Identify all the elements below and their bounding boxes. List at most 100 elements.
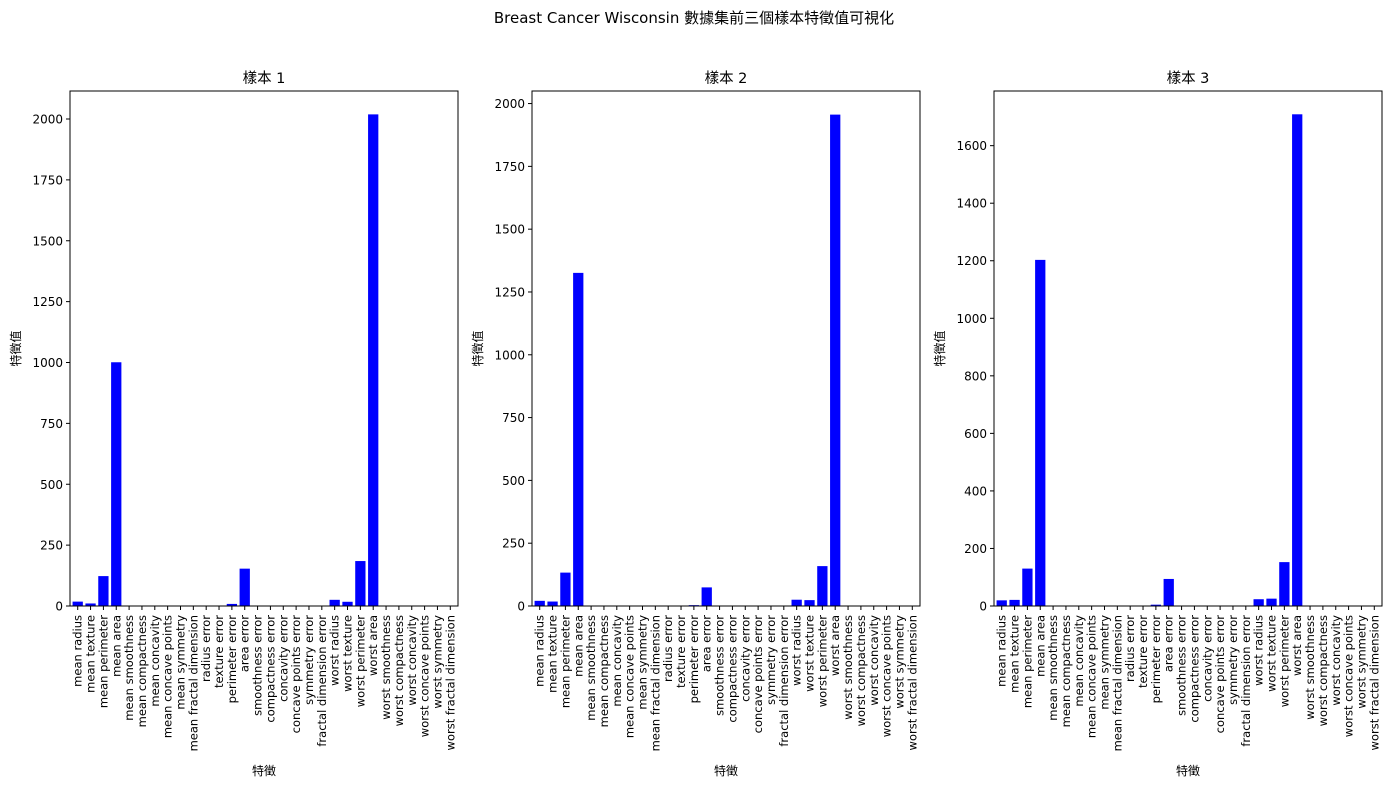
x-tick-label: mean radius [533, 615, 547, 687]
x-tick-label: worst fractal dimension [1367, 615, 1381, 750]
x-tick-label: worst fractal dimension [905, 615, 919, 750]
x-tick-label: concave points error [751, 615, 765, 734]
y-tick-label: 1200 [956, 254, 987, 268]
x-tick-label: area error [1162, 615, 1176, 672]
x-tick-label: texture error [674, 615, 688, 688]
x-tick-label: worst texture [341, 615, 355, 692]
x-tick-label: worst perimeter [1277, 615, 1291, 707]
x-tick-label: worst smoothness [379, 615, 393, 720]
x-tick-label: smoothness error [1175, 615, 1189, 716]
y-tick-label: 750 [40, 417, 63, 431]
y-tick-label: 1400 [956, 197, 987, 211]
bar-mean-radius [72, 601, 83, 606]
x-tick-label: mean smoothness [122, 615, 136, 721]
x-tick-label: worst concavity [1329, 615, 1343, 706]
bar-worst-perimeter [1279, 562, 1290, 606]
subplot-2: 0 250 500 750 1000 1250 1500 1750 2000 mean radiu… [470, 70, 921, 778]
y-tick-label: 800 [964, 369, 987, 383]
subplot-title: 樣本 1 [243, 70, 286, 87]
bar-worst-area [368, 114, 379, 606]
x-axis-label: 特徵 [714, 763, 738, 778]
x-tick-label: concave points error [289, 615, 303, 734]
x-axis-label: 特徵 [252, 763, 276, 778]
x-tick-label: mean area [109, 615, 123, 677]
x-tick-label: worst symmetry [1354, 615, 1368, 709]
bar-area-error [239, 568, 250, 606]
x-tick-label: compactness error [1187, 615, 1201, 723]
y-tick-label: 750 [502, 411, 525, 425]
x-tick-label: worst area [828, 615, 842, 676]
axes-frame [69, 90, 459, 607]
y-axis-label: 特徵值 [470, 330, 485, 366]
x-tick-label: mean concave points [1085, 615, 1099, 738]
y-tick-label: 2000 [494, 97, 525, 111]
x-tick-label: mean fractal dimension [186, 615, 200, 751]
x-tick-label: compactness error [725, 615, 739, 723]
bar-mean-perimeter [98, 576, 109, 606]
x-tick-label: mean concavity [1072, 615, 1086, 707]
x-tick-label: mean perimeter [96, 615, 110, 708]
x-tick-label: worst concave points [418, 615, 432, 737]
bar-mean-area [111, 362, 122, 606]
x-tick-label: mean smoothness [584, 615, 598, 721]
x-tick-label: symmetry error [1226, 615, 1240, 705]
figure-suptitle: Breast Cancer Wisconsin 數據集前三個樣本特徵值可視化 [494, 9, 894, 27]
x-tick-label: worst concavity [405, 615, 419, 706]
y-tick-label: 250 [502, 537, 525, 551]
x-tick-label: mean symmetry [173, 615, 187, 710]
x-tick-label: mean concavity [148, 615, 162, 707]
x-tick-label: symmetry error [764, 615, 778, 705]
x-tick-label: texture error [212, 615, 226, 688]
bar-mean-perimeter [560, 572, 571, 606]
bar-worst-perimeter [355, 561, 366, 606]
x-tick-label: mean fractal dimension [648, 615, 662, 751]
x-tick-label: concavity error [276, 615, 290, 702]
y-tick-label: 1750 [494, 160, 525, 174]
axes-frame [993, 90, 1383, 607]
bar-perimeter-error [226, 603, 238, 606]
y-tick-label: 1250 [32, 295, 63, 309]
x-tick-label: mean symmetry [635, 615, 649, 710]
x-tick-label: worst fractal dimension [443, 615, 457, 750]
x-tick-label: worst radius [328, 615, 342, 686]
x-tick-label: mean symmetry [1097, 615, 1111, 710]
x-tick-label: mean compactness [597, 615, 611, 727]
x-tick-label: mean texture [84, 615, 98, 693]
bar-mean-texture [547, 601, 558, 606]
bar-worst-texture [804, 600, 815, 606]
y-tick-label: 1250 [494, 285, 525, 299]
x-axis-label: 特徵 [1176, 763, 1200, 778]
x-tick-label: mean concavity [610, 615, 624, 707]
x-tick-label: worst concave points [880, 615, 894, 737]
x-tick-label: worst concavity [867, 615, 881, 706]
x-tick-label: mean compactness [135, 615, 149, 727]
x-tick-label: concave points error [1213, 615, 1227, 734]
bar-mean-radius [534, 600, 545, 606]
x-tick-label: worst perimeter [815, 615, 829, 707]
bar-mean-texture [1009, 599, 1020, 606]
axes-frame [531, 90, 921, 607]
y-tick-label: 200 [964, 542, 987, 556]
y-tick-label: 600 [964, 427, 987, 441]
x-tick-label: worst concave points [1342, 615, 1356, 737]
y-tick-label: 0 [979, 600, 987, 614]
bar-perimeter-error [1150, 604, 1162, 606]
x-tick-label: perimeter error [1149, 615, 1163, 704]
y-tick-label: 0 [55, 600, 63, 614]
bar-area-error [701, 587, 712, 606]
x-tick-label: symmetry error [302, 615, 316, 705]
y-tick-label: 500 [502, 474, 525, 488]
x-tick-label: radius error [661, 615, 675, 682]
y-tick-label: 1500 [494, 223, 525, 237]
x-tick-label: mean perimeter [558, 615, 572, 708]
y-axis-label: 特徵值 [8, 330, 23, 366]
bar-mean-area [1035, 259, 1046, 606]
x-tick-label: concavity error [738, 615, 752, 702]
x-tick-label: worst radius [790, 615, 804, 686]
x-tick-label: worst perimeter [353, 615, 367, 707]
y-tick-label: 1000 [494, 348, 525, 362]
x-tick-label: texture error [1136, 615, 1150, 688]
bar-area-error [1163, 578, 1174, 606]
